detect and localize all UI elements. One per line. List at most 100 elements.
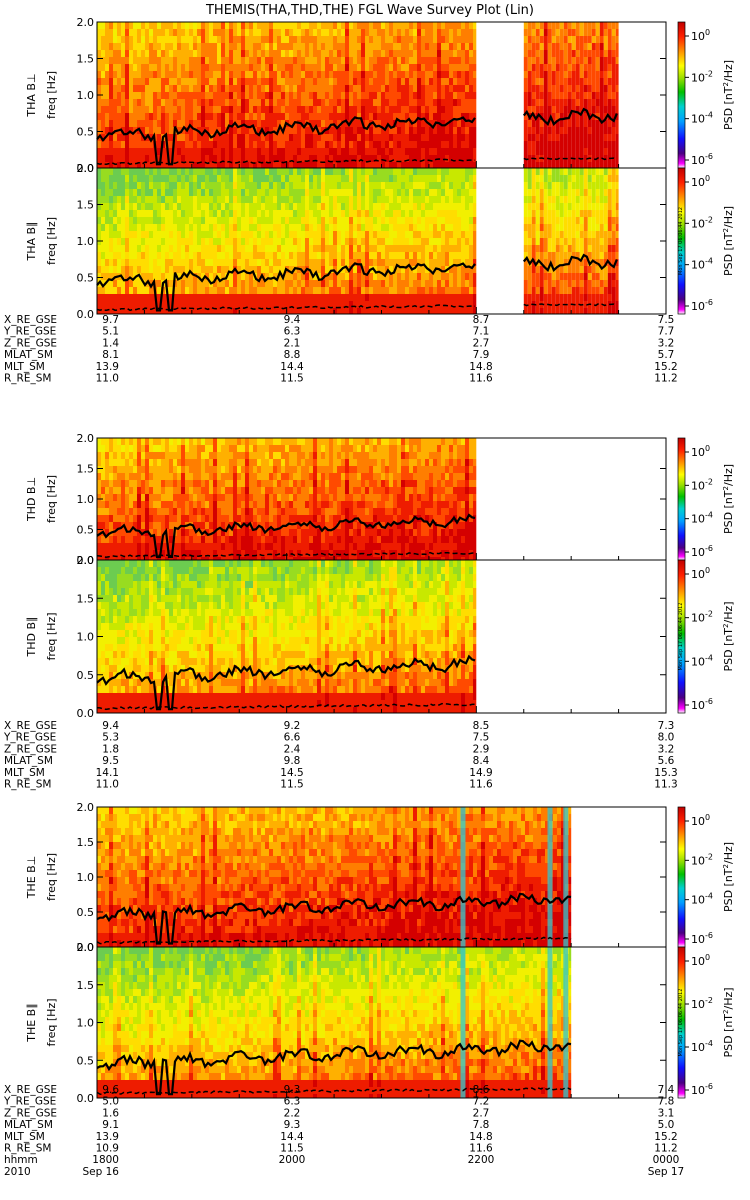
spectrogram-cell xyxy=(109,168,113,175)
spectrogram-cell xyxy=(465,203,469,210)
spectrogram-cell xyxy=(337,280,341,287)
spectrogram-cell xyxy=(365,36,369,43)
spectrogram-cell xyxy=(289,43,293,50)
spectrogram-cell xyxy=(281,71,285,78)
spectrogram-cell xyxy=(237,175,241,182)
spectrogram-cell xyxy=(317,308,321,314)
spectrogram-cell xyxy=(109,280,113,287)
spectrogram-cell xyxy=(277,71,281,78)
spectrogram-cell xyxy=(365,280,369,287)
spectrogram-cell xyxy=(225,252,229,259)
spectrogram-cell xyxy=(437,78,441,85)
spectrogram-cell xyxy=(457,266,461,273)
spectrogram-cell xyxy=(301,224,305,231)
spectrogram-cell xyxy=(253,78,257,85)
spectrogram-cell xyxy=(469,280,473,287)
spectrogram-cell xyxy=(535,99,540,106)
spectrogram-cell xyxy=(417,224,421,231)
spectrogram-cell xyxy=(607,71,612,78)
spectrogram-cell xyxy=(465,155,469,162)
spectrogram-cell xyxy=(229,92,233,99)
spectrogram-cell xyxy=(417,127,421,134)
spectrogram-cell xyxy=(197,301,201,308)
spectrogram-cell xyxy=(595,36,600,43)
spectrogram-cell xyxy=(161,189,165,196)
spectrogram-cell xyxy=(105,182,109,189)
spectrogram-cell xyxy=(559,301,564,308)
spectrogram-cell xyxy=(169,148,173,155)
spectrogram-cell xyxy=(273,308,277,314)
spectrogram-cell xyxy=(125,182,129,189)
spectrogram-cell xyxy=(241,259,245,266)
spectrogram-cell xyxy=(465,134,469,141)
spectrogram-cell xyxy=(425,29,429,36)
spectrogram-cell xyxy=(221,210,225,217)
spectrogram-cell xyxy=(587,78,592,85)
spectrogram-cell xyxy=(305,50,309,57)
spectrogram-cell xyxy=(381,231,385,238)
spectrogram-cell xyxy=(449,71,453,78)
spectrogram-cell xyxy=(317,182,321,189)
spectrogram-cell xyxy=(317,57,321,64)
spectrogram-cell xyxy=(169,134,173,141)
spectrogram-cell xyxy=(429,120,433,127)
spectrogram-cell xyxy=(373,287,377,294)
spectrogram-cell xyxy=(209,106,213,113)
spectrogram-cell xyxy=(281,43,285,50)
spectrogram-cell xyxy=(583,175,588,182)
spectrogram-cell xyxy=(265,141,269,148)
spectrogram-cell xyxy=(535,189,540,196)
spectrogram-cell xyxy=(559,224,564,231)
spectrogram-cell xyxy=(313,217,317,224)
spectrogram-cell xyxy=(225,238,229,245)
spectrogram-cell xyxy=(341,106,345,113)
spectrogram-cell xyxy=(197,92,201,99)
spectrogram-cell xyxy=(329,22,333,29)
spectrogram-cell xyxy=(193,71,197,78)
spectrogram-cell xyxy=(329,148,333,155)
spectrogram-cell xyxy=(145,252,149,259)
spectrogram-cell xyxy=(133,224,137,231)
spectrogram-cell xyxy=(129,238,133,245)
spectrogram-cell xyxy=(357,280,361,287)
spectrogram-cell xyxy=(205,127,209,134)
spectrogram-cell xyxy=(433,210,437,217)
spectrogram-cell xyxy=(281,259,285,266)
spectrogram-cell xyxy=(269,301,273,308)
spectrogram-cell xyxy=(153,113,157,120)
spectrogram-cell xyxy=(389,196,393,203)
spectrogram-cell xyxy=(417,252,421,259)
spectrogram-cell xyxy=(209,43,213,50)
spectrogram-cell xyxy=(121,99,125,106)
spectrogram-cell xyxy=(269,287,273,294)
spectrogram-cell xyxy=(603,127,608,134)
spectrogram-cell xyxy=(473,99,477,106)
spectrogram-cell xyxy=(611,162,616,168)
spectrogram-cell xyxy=(261,92,265,99)
spectrogram-cell xyxy=(185,71,189,78)
spectrogram-cell xyxy=(117,294,121,301)
spectrogram-cell xyxy=(461,148,465,155)
spectrogram-cell xyxy=(149,71,153,78)
spectrogram-cell xyxy=(189,266,193,273)
spectrogram-cell xyxy=(401,29,405,36)
spectrogram-cell xyxy=(345,168,349,175)
spectrogram-cell xyxy=(197,294,201,301)
spectrogram-cell xyxy=(313,120,317,127)
spectrogram-cell xyxy=(461,266,465,273)
spectrogram-cell xyxy=(133,203,137,210)
spectrogram-cell xyxy=(469,273,473,280)
spectrogram-cell xyxy=(265,71,269,78)
spectrogram-cell xyxy=(101,245,105,252)
spectrogram-cell xyxy=(229,287,233,294)
spectrogram-cell xyxy=(583,301,588,308)
spectrogram-cell xyxy=(393,64,397,71)
spectrogram-cell xyxy=(217,22,221,29)
spectrogram-cell xyxy=(437,189,441,196)
spectrogram-cell xyxy=(377,189,381,196)
spectrogram-cell xyxy=(349,113,353,120)
spectrogram-cell xyxy=(353,155,357,162)
spectrogram-cell xyxy=(539,148,544,155)
spectrogram-cell xyxy=(169,120,173,127)
spectrogram-cell xyxy=(373,231,377,238)
